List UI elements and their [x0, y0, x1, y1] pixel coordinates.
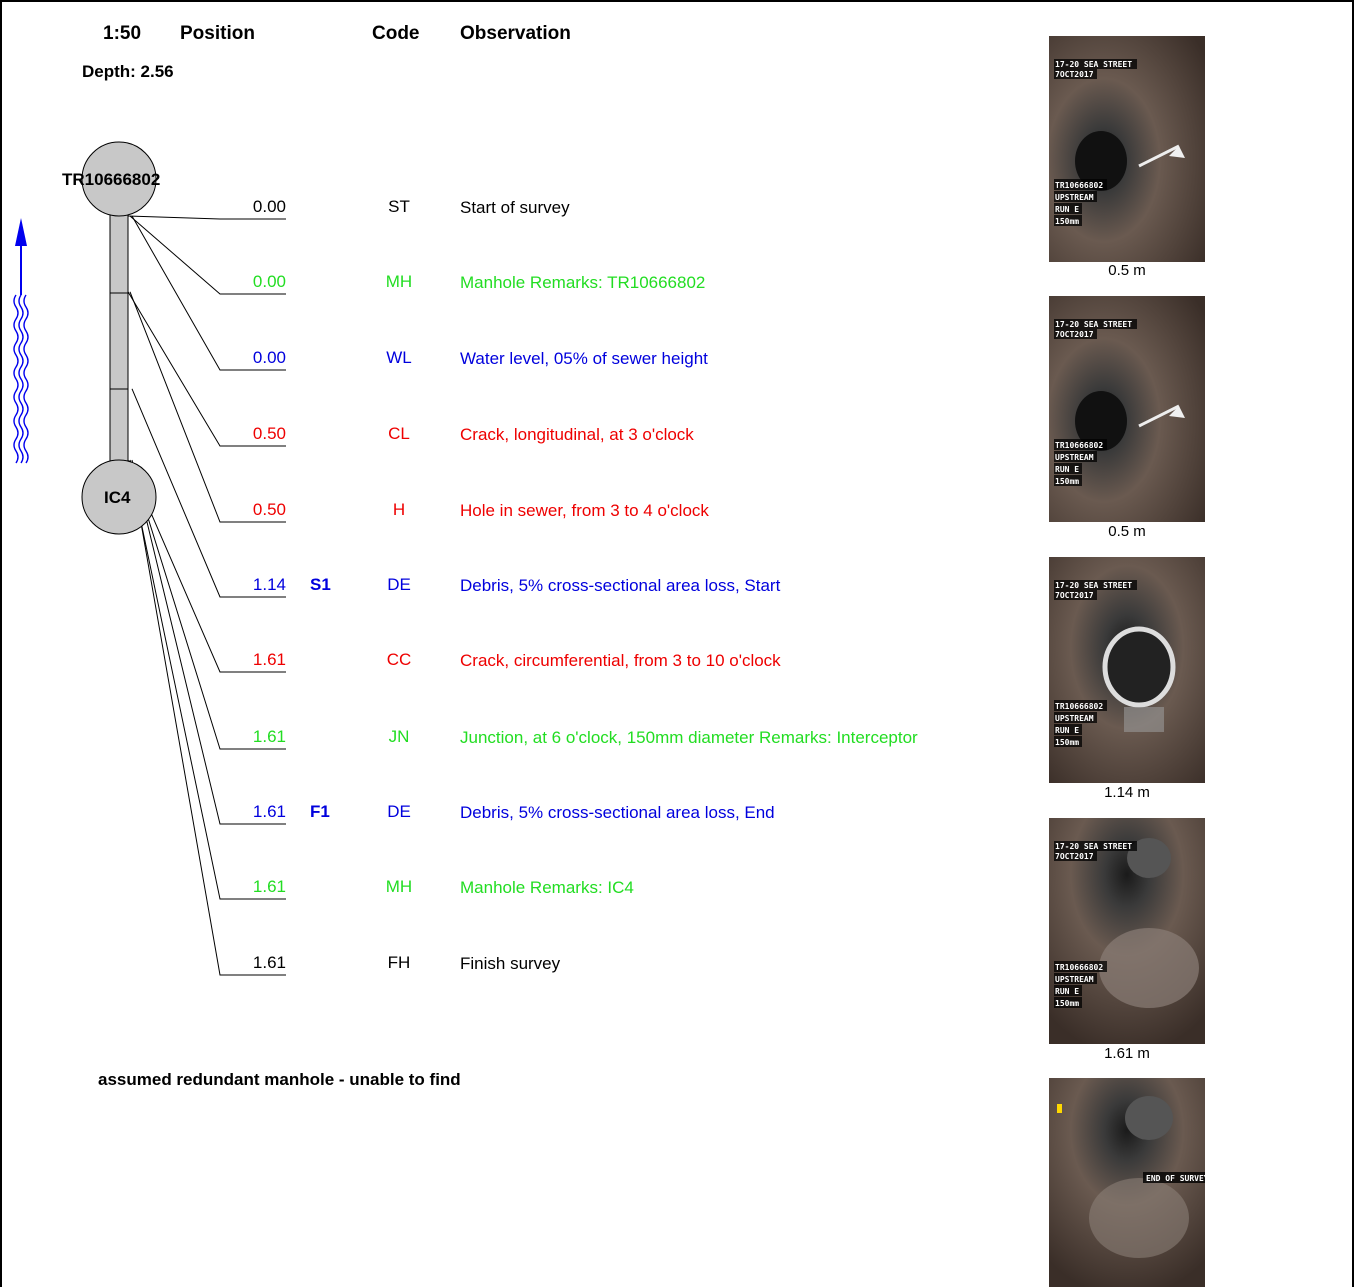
observation-position: 1.61	[252, 953, 286, 972]
leader-line	[131, 388, 286, 598]
photo-overlay-text: UPSTREAM	[1055, 714, 1094, 723]
observation-position: 1.61	[252, 727, 286, 746]
pipe-segment	[109, 209, 129, 469]
page-border-right	[1352, 0, 1354, 1287]
photo-overlay-text: 17-20 SEA STREET	[1055, 842, 1132, 851]
photo-overlay-text: END OF SURVEY	[1146, 1174, 1205, 1183]
photo-overlay-text: 7OCT2017	[1055, 852, 1094, 861]
observation-text: Debris, 5% cross-sectional area loss, En…	[460, 803, 775, 822]
photo-overlay-text: 7OCT2017	[1055, 70, 1094, 79]
observation-text: Finish survey	[460, 954, 561, 973]
continuous-defect-marker: F1	[310, 802, 330, 821]
photo-caption: 1.14 m	[1104, 784, 1150, 801]
photo-overlay-text: UPSTREAM	[1055, 975, 1094, 984]
photo-overlay-text: 17-20 SEA STREET	[1055, 60, 1132, 69]
observation-code: H	[392, 500, 406, 519]
leader-line	[131, 215, 286, 371]
observation-code: ST	[388, 197, 410, 216]
observation-code: CC	[386, 650, 412, 669]
leader-line	[131, 459, 286, 825]
observation-code: DE	[387, 802, 411, 821]
photo-overlay-text: 17-20 SEA STREET	[1055, 581, 1132, 590]
photo-overlay-text: TR10666802	[1055, 181, 1103, 190]
leader-line	[127, 459, 286, 900]
leader-lines	[127, 215, 286, 976]
observation-code: MH	[385, 272, 413, 291]
photo-overlay-text: 150mm	[1055, 738, 1079, 747]
observation-code: MH	[385, 877, 413, 896]
photo-overlay-text: UPSTREAM	[1055, 193, 1094, 202]
photo-overlay-text: 150mm	[1055, 999, 1079, 1008]
observation-text: Manhole Remarks: IC4	[460, 878, 634, 897]
photo-overlay-text: 150mm	[1055, 477, 1079, 486]
photo-caption: 1.61 m	[1104, 1045, 1150, 1062]
position-column-header: Position	[180, 23, 255, 44]
cctv-photo: 17-20 SEA STREET 7OCT2017 TR10666802 UPS…	[1049, 296, 1205, 522]
finish-manhole-label: IC4	[104, 488, 131, 507]
start-manhole-symbol	[81, 141, 157, 217]
leader-line	[129, 291, 286, 523]
observation-position: 1.61	[252, 650, 286, 669]
continuous-defect-marker: S1	[310, 575, 331, 594]
observation-text: Debris, 5% cross-sectional area loss, St…	[460, 576, 781, 595]
observation-code: FH	[387, 953, 411, 972]
photo-overlay-text: UPSTREAM	[1055, 453, 1094, 462]
photo-caption: 0.5 m	[1108, 523, 1146, 540]
leader-line	[127, 459, 286, 673]
cctv-photo: 17-20 SEA STREET 7OCT2017 TR10666802 UPS…	[1049, 818, 1205, 1044]
depth-label: Depth: 2.56	[82, 62, 174, 81]
scale-label: 1:50	[103, 23, 142, 44]
leader-line	[129, 459, 286, 976]
observation-code: CL	[388, 424, 410, 443]
observation-code: DE	[387, 575, 411, 594]
observation-position: 0.00	[252, 272, 286, 291]
pipe-diagram	[13, 141, 286, 976]
photo-caption: 0.5 m	[1108, 262, 1146, 279]
observation-position: 1.61	[252, 877, 286, 896]
observation-text: Start of survey	[460, 198, 570, 217]
leader-line	[127, 291, 286, 447]
cctv-photo: 17-20 SEA STREET 7OCT2017 TR10666802 UPS…	[1049, 557, 1205, 783]
observation-position: 1.14	[252, 575, 286, 594]
photo-overlay-text: RUN E	[1055, 205, 1079, 214]
photo-overlay-text: RUN E	[1055, 987, 1079, 996]
observation-text: Water level, 05% of sewer height	[460, 349, 708, 368]
observation-position: 0.00	[252, 348, 286, 367]
observation-position: 1.61	[252, 802, 286, 821]
observation-text: Manhole Remarks: TR10666802	[460, 273, 706, 292]
leader-line	[127, 215, 286, 220]
water-flow-icon	[13, 294, 29, 464]
observation-code: WL	[386, 348, 412, 367]
photo-overlay-text: TR10666802	[1055, 702, 1103, 711]
leader-line	[129, 215, 286, 295]
cctv-photo: END OF SURVEY	[1049, 1078, 1205, 1287]
photo-overlay-text: TR10666802	[1055, 963, 1103, 972]
photo-overlay-text: 7OCT2017	[1055, 591, 1094, 600]
photo-overlay-text: RUN E	[1055, 465, 1079, 474]
page-border-left	[0, 0, 2, 1287]
observation-code: JN	[388, 727, 410, 746]
photo-overlay-text: 150mm	[1055, 217, 1079, 226]
observation-text: Crack, longitudinal, at 3 o'clock	[460, 425, 694, 444]
leader-line	[129, 459, 286, 750]
code-column-header: Code	[372, 23, 420, 44]
observation-position: 0.50	[252, 500, 286, 519]
observation-text: Junction, at 6 o'clock, 150mm diameter R…	[460, 728, 918, 747]
observation-column-header: Observation	[460, 23, 571, 44]
photo-overlay-text: 7OCT2017	[1055, 330, 1094, 339]
photo-overlay-text: RUN E	[1055, 726, 1079, 735]
observation-text: Hole in sewer, from 3 to 4 o'clock	[460, 501, 709, 520]
cctv-photo: 17-20 SEA STREET 7OCT2017 TR10666802 UPS…	[1049, 36, 1205, 262]
remarks-text: assumed redundant manhole - unable to fi…	[98, 1070, 461, 1089]
observation-position: 0.00	[252, 197, 286, 216]
page-border-top	[0, 0, 1354, 2]
flow-direction-arrow-icon	[15, 218, 27, 295]
observation-text: Crack, circumferential, from 3 to 10 o'c…	[460, 651, 781, 670]
finish-manhole-symbol	[81, 459, 157, 535]
start-manhole-label: TR10666802	[62, 170, 161, 189]
photo-overlay-text: 17-20 SEA STREET	[1055, 320, 1132, 329]
photo-overlay-text: TR10666802	[1055, 441, 1103, 450]
observation-position: 0.50	[252, 424, 286, 443]
